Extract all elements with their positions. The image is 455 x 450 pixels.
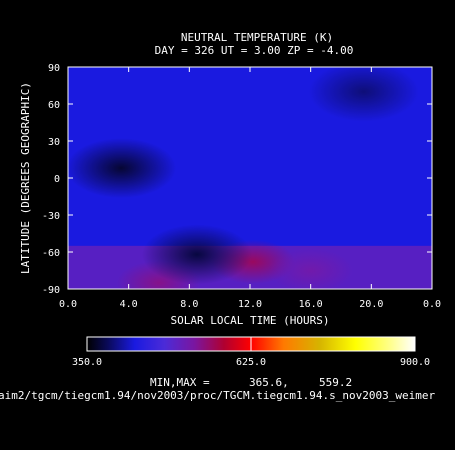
x-tick-label: 0.0 xyxy=(423,299,441,310)
warm-spot xyxy=(268,248,353,289)
cold-spot xyxy=(68,138,177,199)
x-tick-label: 20.0 xyxy=(359,299,383,310)
y-tick-label: 60 xyxy=(48,100,60,111)
minmax-label: MIN,MAX = xyxy=(150,376,210,389)
colorbar-label: 900.0 xyxy=(400,357,430,368)
y-tick-label: 0 xyxy=(54,174,60,185)
max-value: 559.2 xyxy=(319,376,353,389)
colorbar-label: 350.0 xyxy=(72,357,102,368)
chart-subtitle: DAY = 326 UT = 3.00 ZP = -4.00 xyxy=(154,44,354,57)
x-tick-label: 0.0 xyxy=(59,299,77,310)
y-tick-label: -60 xyxy=(42,248,60,259)
x-axis: 0.0 4.0 8.0 12.0 16.0 20.0 0.0 xyxy=(59,67,441,310)
y-tick-label: 30 xyxy=(48,137,60,148)
y-tick-label: -30 xyxy=(42,211,60,222)
x-tick-label: 4.0 xyxy=(120,299,138,310)
y-axis: 90 60 30 0 -30 -60 -90 xyxy=(42,63,432,296)
x-tick-label: 8.0 xyxy=(180,299,198,310)
y-axis-label: LATITUDE (DEGREES GEOGRAPHIC) xyxy=(19,81,32,275)
cold-spot xyxy=(308,67,419,122)
min-value: 365.6, xyxy=(249,376,289,389)
temperature-field xyxy=(68,67,432,289)
x-tick-label: 12.0 xyxy=(238,299,262,310)
file-path: aim2/tgcm/tiegcm1.94/nov2003/proc/TGCM.t… xyxy=(0,390,436,402)
y-tick-label: 90 xyxy=(48,63,60,74)
x-tick-label: 16.0 xyxy=(299,299,323,310)
colorbar-labels: 350.0 625.0 900.0 xyxy=(72,337,430,368)
chart-title: NEUTRAL TEMPERATURE (K) xyxy=(180,31,334,44)
colorbar-label: 625.0 xyxy=(236,357,266,368)
x-axis-label: SOLAR LOCAL TIME (HOURS) xyxy=(170,314,330,327)
cold-spot xyxy=(141,224,252,285)
y-tick-label: -90 xyxy=(42,285,60,296)
